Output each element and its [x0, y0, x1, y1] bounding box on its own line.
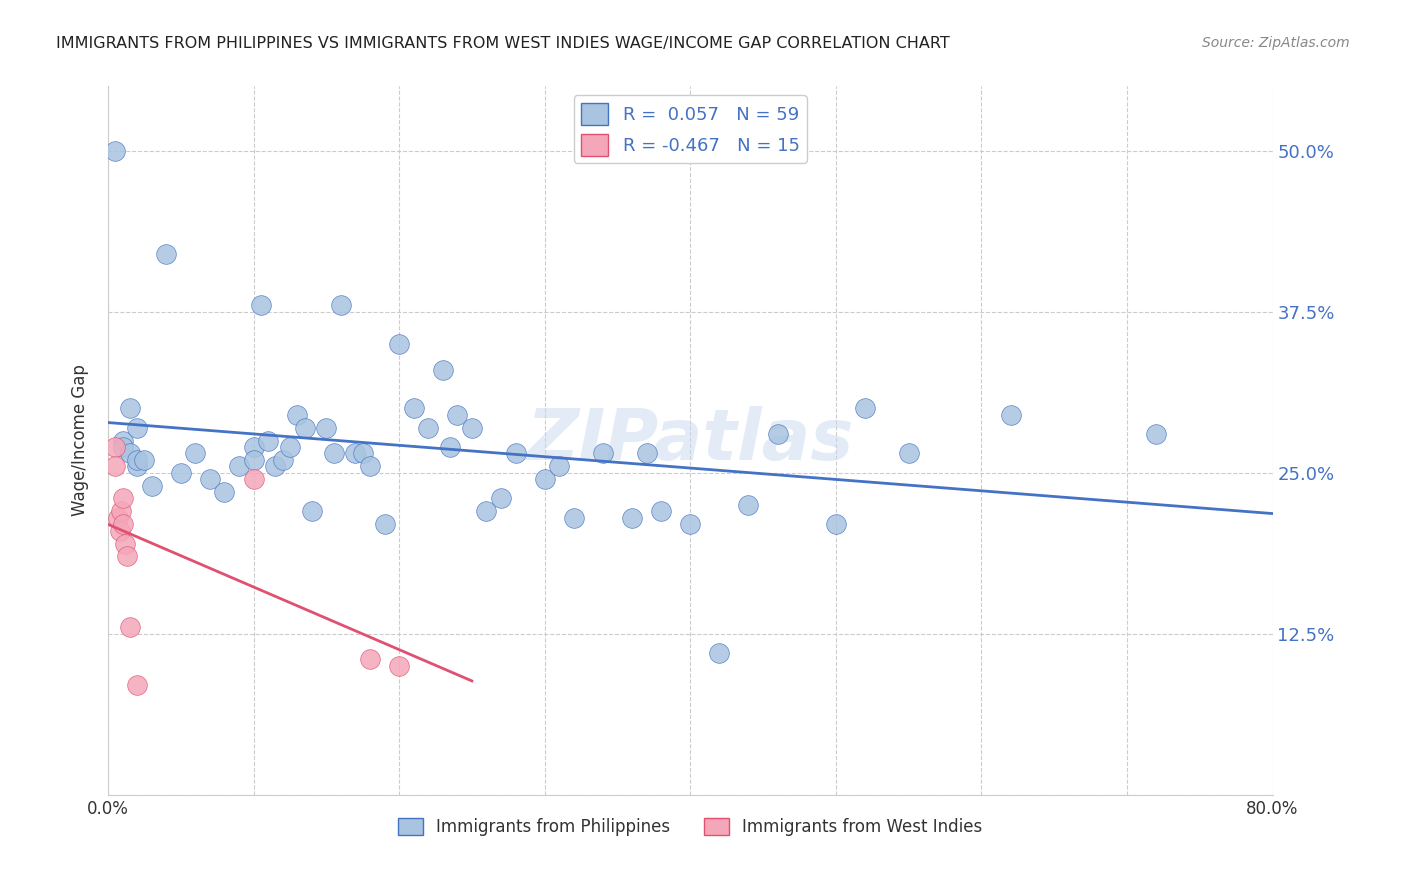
Point: [824, 517, 846, 532]
Point: [475, 504, 498, 518]
Point: [679, 517, 702, 532]
Legend: Immigrants from Philippines, Immigrants from West Indies: Immigrants from Philippines, Immigrants …: [391, 812, 988, 843]
Point: [111, 491, 134, 506]
Point: [198, 472, 221, 486]
Point: [505, 446, 527, 460]
Point: [418, 420, 440, 434]
Point: [650, 504, 672, 518]
Point: [115, 549, 138, 564]
Point: [897, 446, 920, 460]
Point: [709, 646, 731, 660]
Point: [621, 511, 644, 525]
Point: [285, 408, 308, 422]
Point: [228, 459, 250, 474]
Point: [359, 459, 381, 474]
Point: [141, 478, 163, 492]
Point: [533, 472, 555, 486]
Point: [374, 517, 396, 532]
Point: [242, 472, 264, 486]
Point: [104, 440, 127, 454]
Point: [853, 401, 876, 416]
Text: ZIPatlas: ZIPatlas: [527, 406, 853, 475]
Point: [1144, 427, 1167, 442]
Point: [446, 408, 468, 422]
Point: [184, 446, 207, 460]
Point: [214, 485, 236, 500]
Point: [432, 362, 454, 376]
Point: [134, 453, 156, 467]
Point: [301, 504, 323, 518]
Point: [114, 536, 136, 550]
Point: [108, 524, 131, 538]
Point: [170, 466, 193, 480]
Point: [315, 420, 337, 434]
Point: [155, 247, 177, 261]
Point: [107, 511, 129, 525]
Point: [636, 446, 658, 460]
Point: [592, 446, 614, 460]
Point: [110, 504, 132, 518]
Point: [242, 440, 264, 454]
Point: [242, 453, 264, 467]
Point: [111, 440, 134, 454]
Point: [127, 453, 149, 467]
Point: [294, 420, 316, 434]
Point: [322, 446, 344, 460]
Point: [489, 491, 512, 506]
Point: [548, 459, 571, 474]
Point: [127, 420, 149, 434]
Point: [737, 498, 759, 512]
Point: [127, 678, 149, 692]
Point: [250, 298, 273, 312]
Point: [104, 459, 127, 474]
Point: [111, 517, 134, 532]
Point: [329, 298, 352, 312]
Point: [111, 434, 134, 448]
Y-axis label: Wage/Income Gap: Wage/Income Gap: [72, 365, 89, 516]
Point: [562, 511, 585, 525]
Point: [388, 337, 411, 351]
Point: [264, 459, 287, 474]
Point: [352, 446, 374, 460]
Point: [1000, 408, 1022, 422]
Point: [118, 401, 141, 416]
Point: [118, 620, 141, 634]
Point: [359, 652, 381, 666]
Point: [388, 659, 411, 673]
Point: [766, 427, 789, 442]
Point: [439, 440, 461, 454]
Text: IMMIGRANTS FROM PHILIPPINES VS IMMIGRANTS FROM WEST INDIES WAGE/INCOME GAP CORRE: IMMIGRANTS FROM PHILIPPINES VS IMMIGRANT…: [56, 36, 950, 51]
Point: [402, 401, 425, 416]
Point: [461, 420, 484, 434]
Point: [257, 434, 280, 448]
Point: [278, 440, 301, 454]
Point: [118, 446, 141, 460]
Point: [104, 144, 127, 158]
Point: [127, 459, 149, 474]
Point: [271, 453, 294, 467]
Point: [344, 446, 367, 460]
Text: Source: ZipAtlas.com: Source: ZipAtlas.com: [1202, 36, 1350, 50]
